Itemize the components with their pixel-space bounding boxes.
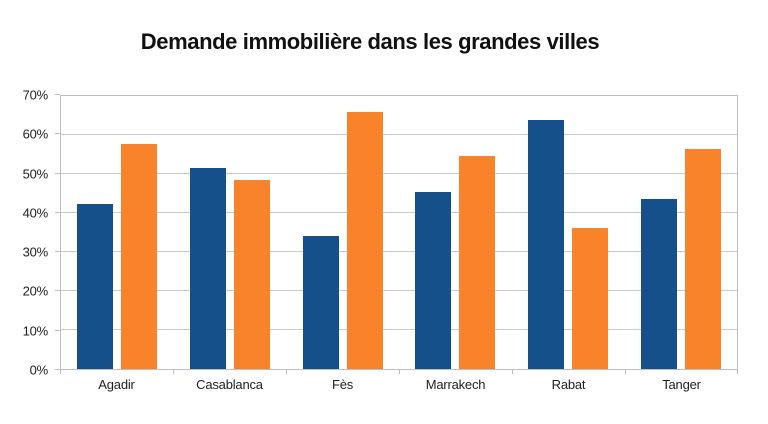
x-axis-ticks [60,370,738,374]
y-tick-mark [55,133,60,135]
x-tick-mark [737,370,738,374]
bar-group-rabat [512,96,625,369]
y-tick-label: 30% [22,244,49,260]
bar-rabat-blue [528,120,565,369]
bar-fès-blue [302,235,339,369]
y-axis-labels: 0% 10% 20% 30% 40% 50% 60% 70% [0,88,50,378]
bar-marrakech-blue [415,191,452,369]
x-category-label: Marrakech [425,377,486,392]
y-tick-label: 20% [22,283,49,299]
x-tick-mark [511,370,513,374]
gridline [61,329,737,330]
y-tick-mark [55,369,60,370]
y-tick-label: 50% [22,166,49,182]
gridline [61,290,737,291]
x-category-label: Casablanca [196,377,263,392]
bar-rabat-orange [572,227,609,369]
bar-fès-orange [346,112,383,369]
x-category-label: Fès [331,377,354,392]
bar-agadir-orange [121,143,158,369]
chart-title: Demande immobilière dans les grandes vil… [140,29,600,54]
bar-casablanca-orange [234,180,270,369]
plot-area [60,95,738,370]
bar-tanger-blue [640,199,677,369]
y-tick-mark [55,211,60,213]
bar-group-tanger [624,96,737,369]
x-tick-mark [60,370,61,374]
x-category-label: Agadir [98,377,135,392]
gridline [61,251,737,252]
bar-group-marrakech [399,96,512,369]
y-tick-label: 70% [22,87,49,103]
x-axis-labels: Agadir Casablanca Fès Marrakech Rabat Tanger [60,377,738,392]
y-tick-mark [55,251,60,253]
bar-group-agadir [61,96,174,369]
x-tick-mark [172,370,174,374]
gridline [61,212,737,213]
x-tick-mark [399,370,400,374]
x-tick-mark [285,370,287,374]
gridline [61,173,737,174]
bar-casablanca-blue [190,167,226,369]
bar-tanger-orange [684,148,721,369]
y-tick-label: 60% [22,126,49,142]
x-category-label: Rabat [551,377,586,392]
y-axis-ticks [55,94,60,370]
y-tick-label: 10% [22,323,49,339]
bar-group-casablanca [174,96,287,369]
y-tick-mark [55,172,60,174]
y-tick-mark [55,290,60,292]
bar-marrakech-orange [459,156,496,369]
y-tick-label: 0% [29,362,49,378]
y-tick-mark [55,329,60,331]
x-category-label: Tanger [662,377,701,392]
bar-agadir-blue [77,204,114,369]
y-tick-label: 40% [22,205,49,221]
bar-group-fès [286,96,399,369]
y-tick-mark [55,94,60,95]
x-tick-mark [625,370,626,374]
bars-row [61,96,737,369]
gridline [61,134,737,135]
